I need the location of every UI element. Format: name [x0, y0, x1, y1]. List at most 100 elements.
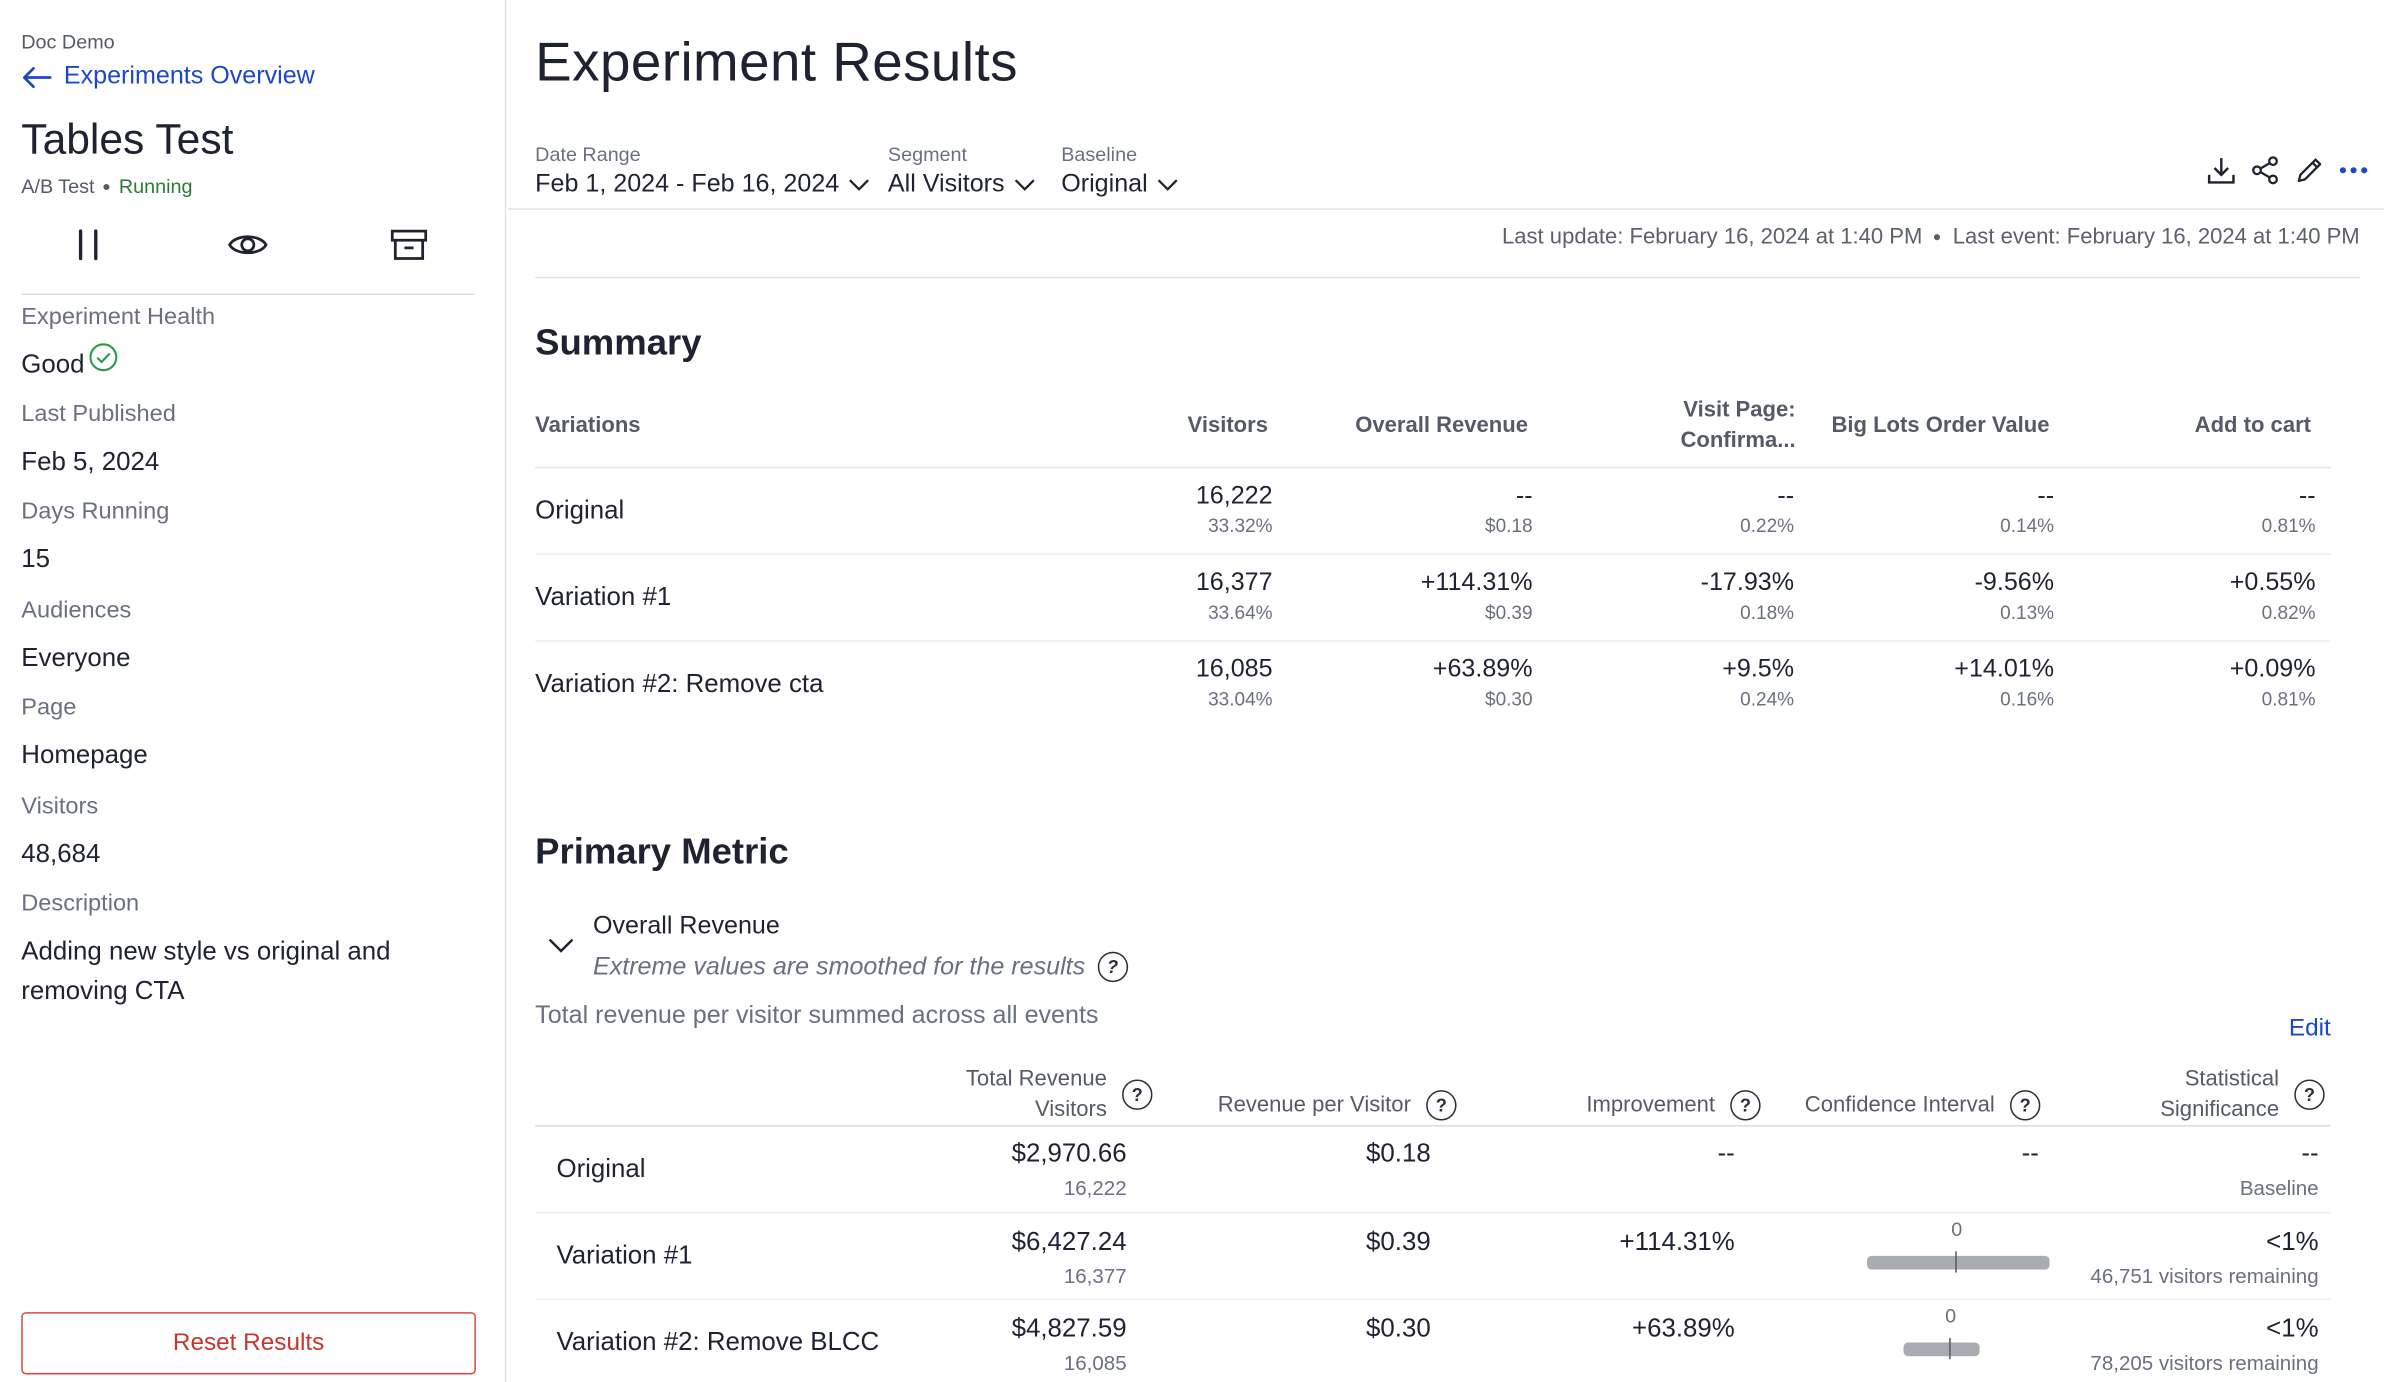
field-value: 15: [21, 544, 51, 574]
help-icon[interactable]: ?: [1097, 951, 1128, 983]
cell-value: +0.55%: [2229, 568, 2316, 596]
cell-rpv: $0.18: [1366, 1138, 1431, 1168]
help-icon[interactable]: ?: [1730, 1090, 1761, 1121]
baseline-filter[interactable]: Baseline Original: [1061, 143, 1178, 199]
column-header: Visitors: [1187, 413, 1269, 438]
archive-button[interactable]: [386, 222, 432, 268]
help-icon[interactable]: ?: [1426, 1090, 1457, 1121]
reset-results-button[interactable]: Reset Results: [21, 1312, 476, 1375]
status-badge: Running: [118, 174, 193, 198]
separator-dot: [1934, 234, 1941, 241]
field-experiment-health: Experiment Health Good: [21, 304, 215, 385]
metric-note: Extreme values are smoothed for the resu…: [592, 951, 1128, 983]
cell-total-revenue: $2,970.66 16,222: [1012, 1139, 1127, 1200]
section-divider: [535, 276, 2360, 279]
confidence-interval-chart: 0: [1858, 1218, 2056, 1282]
cell-visit-page: +9.5% 0.24%: [1722, 655, 1794, 710]
cell-add-to-cart: -- 0.81%: [2262, 482, 2316, 537]
share-button[interactable]: [2250, 155, 2280, 185]
cell-visit-page: -- 0.22%: [1740, 482, 1794, 537]
table-row[interactable]: Original $2,970.66 16,222 $0.18 -- -- -- B…: [535, 1127, 2331, 1214]
help-icon[interactable]: ?: [2294, 1079, 2325, 1110]
cell-value: +0.09%: [2229, 655, 2316, 683]
cell-total-revenue: $6,427.24 16,377: [1012, 1227, 1127, 1288]
cell-order-value: -9.56% 0.13%: [1975, 569, 2054, 624]
back-link[interactable]: Experiments Overview: [21, 62, 315, 91]
table-row[interactable]: Variation #1 $6,427.24 16,377 $0.39 +114.…: [535, 1213, 2331, 1300]
more-button[interactable]: [2338, 155, 2368, 185]
field-label: Visitors: [21, 793, 99, 820]
metric-name: Overall Revenue: [592, 912, 780, 940]
edit-button[interactable]: [2294, 155, 2324, 185]
experiment-name: Tables Test: [21, 115, 234, 163]
metric-description: Total revenue per visitor summed across …: [535, 1001, 1099, 1030]
cell-value: 16,377: [1195, 568, 1273, 596]
cell-value: --: [1515, 481, 1533, 510]
column-label-line: Total Revenue: [965, 1067, 1107, 1092]
cell-value: +114.31%: [1420, 568, 1533, 596]
arrow-left-icon: [22, 66, 52, 88]
cell-sub: Baseline: [2239, 1176, 2319, 1200]
date-range-filter[interactable]: Date Range Feb 1, 2024 - Feb 16, 2024: [535, 143, 869, 199]
table-row[interactable]: Variation #1 16,377 33.64% +114.31% $0.39 …: [535, 555, 2331, 642]
experiment-actions: [0, 216, 506, 271]
help-icon[interactable]: ?: [2009, 1090, 2041, 1121]
variation-name: Variation #1: [535, 582, 672, 612]
column-header-total-revenue: Total Revenue Visitors ?: [966, 1064, 1153, 1125]
preview-button[interactable]: [225, 222, 271, 268]
column-label: Improvement: [1586, 1093, 1716, 1118]
edit-metric-link[interactable]: Edit: [2288, 1015, 2331, 1042]
field-description: Description Adding new style vs original…: [21, 891, 462, 1011]
ci-zero-label: 0: [1945, 1304, 1957, 1328]
filter-value: Original: [1061, 170, 1178, 199]
cell-sub: 0.22%: [1740, 515, 1795, 537]
column-header: Big Lots Order Value: [1831, 413, 2050, 438]
field-page: Page Homepage: [21, 695, 147, 776]
ci-zero-tick: [1955, 1251, 1957, 1273]
variation-name: Variation #2: Remove BLCC: [556, 1327, 880, 1357]
cell-overall-revenue: +63.89% $0.30: [1433, 655, 1533, 710]
results-toolbar: [2206, 155, 2369, 185]
cell-value: --: [1777, 481, 1795, 510]
cell-value: 16,085: [1195, 655, 1273, 683]
pause-button[interactable]: [65, 222, 111, 268]
cell-value: --: [2301, 1138, 2319, 1168]
field-label: Last Published: [21, 401, 176, 428]
cell-sub: 33.64%: [1208, 602, 1273, 624]
primary-metric-title: Primary Metric: [535, 831, 789, 873]
chevron-down-icon: [1157, 179, 1178, 191]
cell-sub: 0.24%: [1740, 688, 1795, 711]
table-row[interactable]: Variation #2: Remove cta 16,085 33.04% +6…: [535, 642, 2331, 729]
cell-value: --: [2037, 481, 2055, 510]
archive-icon: [390, 229, 428, 260]
cell-sub: 33.32%: [1208, 515, 1273, 537]
field-value: 48,684: [21, 839, 101, 869]
column-header-confidence-interval: Confidence Interval ?: [1805, 1090, 2041, 1121]
table-row[interactable]: Original 16,222 33.32% -- $0.18 -- 0.22% --…: [535, 468, 2331, 555]
filter-label: Segment: [887, 142, 968, 166]
cell-visitors: 16,222 33.32%: [1196, 482, 1273, 537]
metric-note-text: Extreme values are smoothed for the resu…: [592, 952, 1086, 980]
cell-value: $4,827.59: [1011, 1313, 1127, 1343]
cell-sub: $0.39: [1485, 602, 1533, 624]
variation-name: Variation #2: Remove cta: [535, 668, 824, 698]
download-button[interactable]: [2206, 155, 2236, 185]
date-range-value: Feb 1, 2024 - Feb 16, 2024: [535, 170, 840, 198]
cell-improvement: +114.31%: [1619, 1226, 1735, 1256]
column-label-line: Visitors: [1034, 1097, 1107, 1123]
cell-sub: $0.18: [1485, 515, 1533, 537]
cell-value: --: [2298, 481, 2316, 510]
filter-value: All Visitors: [888, 170, 1035, 199]
cell-overall-revenue: +114.31% $0.39: [1421, 569, 1533, 624]
page-title: Experiment Results: [535, 30, 1018, 93]
field-label: Audiences: [21, 597, 132, 624]
collapse-chevron-icon[interactable]: [547, 937, 574, 955]
help-icon[interactable]: ?: [1122, 1079, 1153, 1110]
column-header-significance: Statistical Significance ?: [2160, 1064, 2325, 1125]
segment-filter[interactable]: Segment All Visitors: [888, 143, 1035, 199]
column-header: Variations: [535, 413, 641, 438]
cell-significance: -- Baseline: [2240, 1139, 2319, 1200]
column-label: Statistical Significance: [2160, 1064, 2279, 1125]
sidebar: Doc Demo Experiments Overview Tables Tes…: [0, 0, 507, 1382]
table-row[interactable]: Variation #2: Remove BLCC $4,827.59 16,08…: [535, 1300, 2331, 1382]
